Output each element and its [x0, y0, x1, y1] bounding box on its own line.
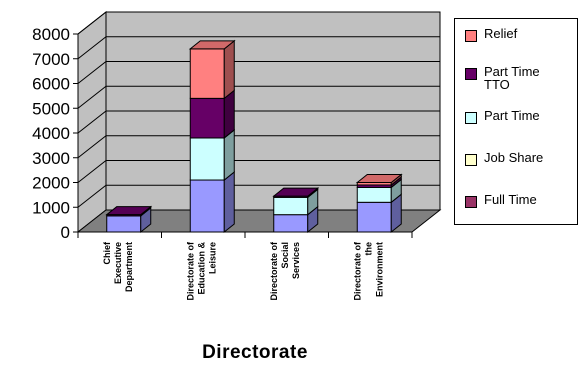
legend-item: Job Share [465, 151, 543, 166]
bar-segment [188, 39, 236, 100]
y-axis: 0 1000 2000 3000 4000 5000 6000 7000 8000 [32, 25, 79, 242]
gridline [77, 61, 440, 84]
bar-segment [273, 188, 319, 216]
legend-label: Relief [484, 26, 518, 41]
legend-swatch [465, 112, 477, 124]
bar-top [355, 174, 403, 183]
bar-front [189, 179, 225, 233]
legend-label: Part Time TTO [484, 64, 540, 92]
legend-item: Part Time [465, 109, 540, 124]
bar-segment [355, 173, 403, 187]
gridline [77, 85, 440, 109]
legend-swatch [465, 196, 477, 208]
bar-top [188, 40, 236, 50]
y-tick-label: 6000 [32, 75, 70, 94]
x-tick-label: Chief Executive Department [102, 241, 134, 292]
chart-walls [76, 10, 442, 234]
x-axis-title: Directorate [202, 342, 308, 363]
gridline [77, 36, 440, 60]
y-tick-label: 3000 [32, 149, 70, 168]
gridline [77, 11, 440, 35]
x-tick-label-line: Services [291, 242, 301, 279]
gridline [77, 160, 440, 183]
legend: Relief Part Time TTO Part Time Job Share Ful… [454, 18, 578, 225]
bar-front [189, 137, 225, 181]
x-tick-label: Directorate of Education & Leisure [185, 241, 217, 301]
y-tick-label: 7000 [32, 50, 70, 69]
y-tick-label: 5000 [32, 99, 70, 118]
bar-front [189, 48, 225, 99]
bar-side [223, 39, 235, 100]
gridline [77, 184, 440, 208]
x-tick-label: Directorate of Social Services [269, 241, 301, 301]
legend-item: Part Time TTO [465, 65, 540, 91]
bar-top [272, 187, 320, 197]
y-tick-label: 0 [61, 223, 70, 242]
legend-item: Relief [465, 27, 517, 42]
bar-front [106, 215, 142, 233]
legend-item: Full Time [465, 193, 537, 208]
x-tick-label-line: the [363, 242, 373, 256]
bar-side [223, 170, 235, 234]
x-tick-label-line: Leisure [207, 242, 217, 274]
y-tick-label: 1000 [32, 198, 70, 217]
y-tick-label: 2000 [32, 174, 70, 193]
bar-segment [356, 193, 402, 234]
bar-front [273, 196, 309, 216]
bar-segment [273, 205, 319, 234]
x-tick-label-line: Executive [113, 242, 123, 284]
x-tick-label-line: Chief [102, 241, 112, 265]
bar-front [273, 214, 309, 233]
bar-front [189, 97, 225, 139]
gridline [77, 110, 440, 134]
bar-segment [189, 170, 235, 234]
gridline [77, 135, 440, 159]
bar-front [356, 201, 392, 233]
bar-top [105, 206, 153, 216]
x-tick-label-line: Education & [196, 242, 206, 295]
legend-swatch [465, 154, 477, 166]
y-tick-label: 4000 [32, 124, 70, 143]
y-tick-label: 8000 [32, 25, 70, 44]
bar-segment [272, 187, 320, 199]
bar-side [223, 128, 235, 182]
x-tick-label-line: Directorate of [185, 241, 195, 301]
legend-swatch [465, 30, 477, 42]
legend-label: Full Time [484, 192, 537, 207]
x-tick-label-line: Environment [374, 242, 384, 297]
x-tick-label-line: Department [124, 242, 134, 292]
x-tick-label-line: Directorate of [269, 241, 279, 301]
bar-front [356, 186, 392, 203]
bar-segment [189, 89, 235, 139]
legend-label: Part Time [484, 108, 540, 123]
bar-segment [105, 205, 153, 217]
legend-swatch [465, 68, 477, 80]
x-tick-label: Directorate of the Environment [352, 241, 384, 301]
x-axis: Chief Executive Department Directorate of Ed… [77, 231, 413, 301]
legend-label: Job Share [484, 150, 544, 165]
bars [105, 39, 403, 234]
x-tick-label-line: Directorate of [352, 241, 362, 301]
x-tick-label-line: Social [280, 242, 290, 269]
bar-segment [189, 128, 235, 182]
